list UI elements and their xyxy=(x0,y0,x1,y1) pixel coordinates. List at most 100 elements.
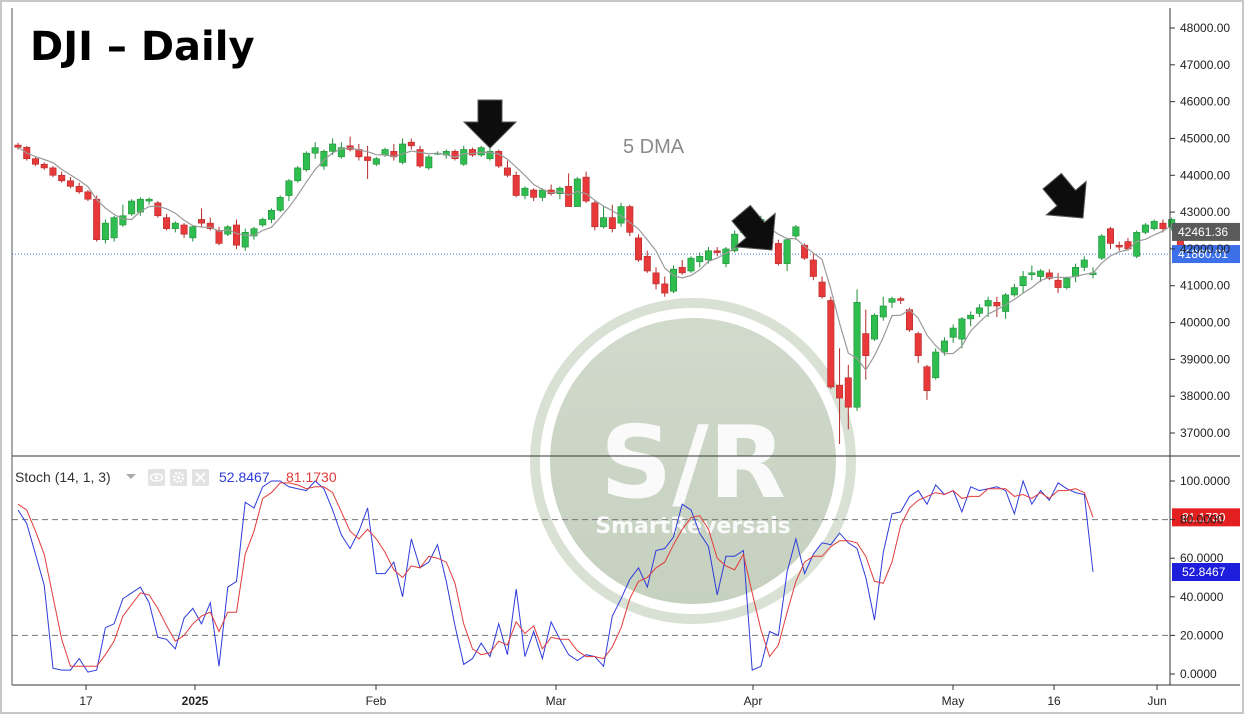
time-tick-label: Apr xyxy=(744,694,763,708)
stoch-tag-label: 52.8467 xyxy=(1182,565,1226,579)
candle xyxy=(871,314,879,340)
candle xyxy=(783,239,791,264)
close-icon[interactable] xyxy=(192,469,209,486)
five-dma-line xyxy=(17,146,1181,372)
candle xyxy=(530,189,538,198)
candle xyxy=(503,167,511,176)
svg-text:S/R: S/R xyxy=(600,404,786,521)
candle xyxy=(923,366,931,391)
chart-title: DJI – Daily xyxy=(30,24,255,70)
candle xyxy=(1150,220,1158,229)
candle xyxy=(31,158,39,165)
candle xyxy=(285,180,293,196)
price-tick-label: 45000.00 xyxy=(1180,131,1230,145)
candle xyxy=(975,307,983,314)
candle xyxy=(774,243,782,264)
gear-icon[interactable] xyxy=(170,469,187,486)
candle xyxy=(678,267,686,274)
candle xyxy=(565,186,573,207)
candle xyxy=(119,215,127,226)
price-tick-label: 47000.00 xyxy=(1180,58,1230,72)
candle xyxy=(241,232,249,248)
candle xyxy=(669,268,677,292)
candle xyxy=(827,300,835,388)
candle xyxy=(163,217,171,229)
stoch-d-value: 81.1730 xyxy=(286,469,337,485)
candle xyxy=(233,224,241,246)
candle xyxy=(940,340,948,353)
candle xyxy=(792,226,800,237)
candle xyxy=(1072,267,1080,277)
candle xyxy=(40,163,48,169)
candle xyxy=(276,197,284,211)
stoch-d-line xyxy=(17,482,1094,667)
candle xyxy=(180,224,188,235)
candle xyxy=(460,149,468,165)
candle xyxy=(801,244,809,259)
stoch-k-value: 52.8467 xyxy=(219,469,270,485)
candle xyxy=(1107,228,1115,244)
chevron-down-icon[interactable] xyxy=(126,474,136,479)
candle xyxy=(1080,259,1088,268)
candle xyxy=(897,298,905,301)
price-tick-label: 38000.00 xyxy=(1180,389,1230,403)
stoch-tick-label: 20.0000 xyxy=(1180,628,1224,642)
price-tag xyxy=(1172,245,1240,264)
stoch-tick-label: 0.0000 xyxy=(1180,667,1217,681)
candle xyxy=(713,250,721,253)
candle xyxy=(521,187,529,196)
eye-icon[interactable] xyxy=(148,469,165,486)
candle xyxy=(512,174,520,196)
candle xyxy=(722,248,730,264)
candle xyxy=(302,152,310,171)
price-tag-label: 42461.36 xyxy=(1178,225,1228,239)
candle xyxy=(1115,244,1123,248)
time-tick-label: 2025 xyxy=(182,694,209,708)
candle xyxy=(704,250,712,261)
candle xyxy=(381,149,389,156)
candle xyxy=(320,151,328,167)
arrow-shape xyxy=(462,99,518,149)
candle xyxy=(1045,272,1053,279)
candle xyxy=(416,149,424,167)
candle xyxy=(495,151,503,167)
axes: 37000.00 38000.00 39000.00 40000.00 41000.00… xyxy=(11,8,1240,708)
price-panel: 42461.36 41860.01 xyxy=(12,99,1240,445)
candle xyxy=(101,222,109,241)
candle xyxy=(1063,278,1071,288)
price-tick-label: 44000.00 xyxy=(1180,168,1230,182)
down-arrow-may xyxy=(1042,172,1087,219)
candle xyxy=(932,351,940,379)
candle xyxy=(879,305,887,318)
smart-reversals-watermark-logo: S/R SmartReversals xyxy=(530,298,856,624)
candle xyxy=(425,156,433,169)
candle xyxy=(267,209,275,220)
candle xyxy=(1037,270,1045,277)
candle xyxy=(145,198,153,202)
candle xyxy=(844,377,852,408)
candle xyxy=(49,167,57,176)
candle xyxy=(451,151,459,160)
candle xyxy=(862,333,870,356)
stoch-tick-label: 60.0000 xyxy=(1180,551,1224,565)
candle xyxy=(198,219,206,224)
price-tag-label: 41860.01 xyxy=(1178,247,1228,261)
svg-text:SmartReversals: SmartReversals xyxy=(595,514,791,539)
candle xyxy=(617,206,625,224)
candle xyxy=(652,272,660,285)
candle xyxy=(372,158,380,165)
time-tick-label: 16 xyxy=(1047,694,1061,708)
stochastic-title: Stoch (14, 1, 3) xyxy=(15,469,111,485)
time-tick-label: Feb xyxy=(366,694,387,708)
candle xyxy=(914,333,922,356)
time-tick-label: May xyxy=(942,694,965,708)
five-dma-annotation: 5 DMA xyxy=(623,136,685,158)
candle xyxy=(189,226,197,239)
candle xyxy=(215,230,223,244)
stoch-tick-label: 40.0000 xyxy=(1180,590,1224,604)
candle xyxy=(1019,276,1027,287)
candle xyxy=(66,180,74,187)
stoch-tag-label: 81.1730 xyxy=(1182,510,1226,524)
price-tick-label: 42000.00 xyxy=(1180,242,1230,256)
